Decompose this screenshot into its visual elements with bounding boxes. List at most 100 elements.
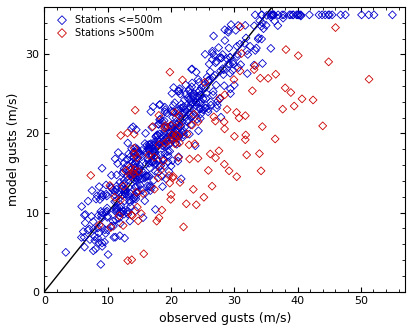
Stations <=500m xyxy=(159,156,166,161)
Stations >500m xyxy=(117,198,124,203)
Stations <=500m xyxy=(213,82,220,88)
Stations <=500m xyxy=(290,12,296,18)
Stations >500m xyxy=(127,174,134,179)
Stations >500m xyxy=(291,103,297,109)
Stations <=500m xyxy=(85,199,91,204)
Stations <=500m xyxy=(182,107,188,112)
Stations <=500m xyxy=(215,98,221,104)
Stations <=500m xyxy=(157,102,164,107)
Stations <=500m xyxy=(122,191,129,197)
Stations >500m xyxy=(251,67,258,72)
Stations <=500m xyxy=(176,133,183,138)
Stations <=500m xyxy=(235,65,241,70)
Stations <=500m xyxy=(102,231,109,236)
Stations <=500m xyxy=(162,105,168,110)
Stations <=500m xyxy=(274,23,281,28)
Stations <=500m xyxy=(159,174,165,179)
Stations <=500m xyxy=(255,35,262,41)
Stations <=500m xyxy=(122,187,128,192)
Stations >500m xyxy=(179,77,186,83)
Stations <=500m xyxy=(117,233,123,238)
Stations <=500m xyxy=(130,162,137,167)
Stations <=500m xyxy=(144,142,150,148)
Stations <=500m xyxy=(241,41,248,46)
Stations <=500m xyxy=(295,12,301,18)
Stations >500m xyxy=(180,224,187,230)
Stations <=500m xyxy=(178,176,185,182)
Stations <=500m xyxy=(234,51,241,57)
Stations <=500m xyxy=(103,209,109,215)
Stations <=500m xyxy=(192,100,199,105)
Stations <=500m xyxy=(169,158,176,163)
Stations <=500m xyxy=(146,184,153,190)
Stations <=500m xyxy=(183,119,190,124)
Stations <=500m xyxy=(127,191,134,197)
Stations >500m xyxy=(231,77,237,82)
Stations <=500m xyxy=(114,205,120,210)
Stations <=500m xyxy=(112,189,118,194)
Stations <=500m xyxy=(203,91,210,96)
Stations <=500m xyxy=(184,95,191,101)
Stations <=500m xyxy=(220,72,227,77)
Stations <=500m xyxy=(108,173,115,178)
Stations <=500m xyxy=(270,12,277,18)
Stations <=500m xyxy=(193,100,199,105)
Stations <=500m xyxy=(153,142,160,148)
Stations <=500m xyxy=(264,13,270,18)
Stations >500m xyxy=(224,107,230,112)
Stations <=500m xyxy=(117,221,124,226)
Stations <=500m xyxy=(228,22,234,27)
Stations <=500m xyxy=(195,77,201,82)
Stations <=500m xyxy=(190,113,197,118)
Stations >500m xyxy=(191,112,197,117)
Stations <=500m xyxy=(247,43,253,49)
Stations >500m xyxy=(155,175,162,181)
Stations >500m xyxy=(131,145,138,151)
Stations <=500m xyxy=(120,208,126,213)
Stations <=500m xyxy=(161,163,167,169)
Stations <=500m xyxy=(126,171,133,177)
Stations >500m xyxy=(138,211,145,216)
Stations >500m xyxy=(211,114,217,120)
Stations <=500m xyxy=(147,165,153,171)
Stations <=500m xyxy=(160,143,167,148)
Stations <=500m xyxy=(172,140,179,145)
Stations >500m xyxy=(169,132,175,137)
Stations <=500m xyxy=(164,110,170,116)
Stations <=500m xyxy=(94,225,101,231)
Stations <=500m xyxy=(171,100,178,105)
Stations <=500m xyxy=(173,122,180,127)
Stations <=500m xyxy=(178,106,184,111)
Stations <=500m xyxy=(183,115,189,120)
Stations <=500m xyxy=(116,205,123,210)
Stations <=500m xyxy=(132,184,138,190)
Stations <=500m xyxy=(81,235,87,240)
Stations <=500m xyxy=(138,148,145,153)
Stations <=500m xyxy=(131,171,138,176)
Stations <=500m xyxy=(215,45,222,50)
Stations >500m xyxy=(175,155,182,160)
Stations <=500m xyxy=(258,24,265,29)
Stations <=500m xyxy=(147,188,154,193)
Stations <=500m xyxy=(185,118,192,123)
Stations <=500m xyxy=(116,216,122,221)
Stations <=500m xyxy=(169,115,176,120)
Stations <=500m xyxy=(147,109,154,114)
Stations <=500m xyxy=(124,177,131,183)
Stations <=500m xyxy=(151,142,157,147)
Stations <=500m xyxy=(205,106,212,112)
Stations <=500m xyxy=(173,135,179,141)
Stations <=500m xyxy=(189,80,195,86)
Stations <=500m xyxy=(196,80,202,85)
Stations <=500m xyxy=(197,111,204,117)
Stations <=500m xyxy=(127,167,133,173)
Stations <=500m xyxy=(98,262,104,267)
Stations <=500m xyxy=(168,109,174,114)
Stations <=500m xyxy=(131,174,138,179)
Stations <=500m xyxy=(172,133,179,139)
Stations <=500m xyxy=(214,103,220,108)
Stations <=500m xyxy=(231,82,238,88)
Stations >500m xyxy=(131,151,138,156)
Stations <=500m xyxy=(134,148,141,153)
Stations <=500m xyxy=(63,250,69,255)
